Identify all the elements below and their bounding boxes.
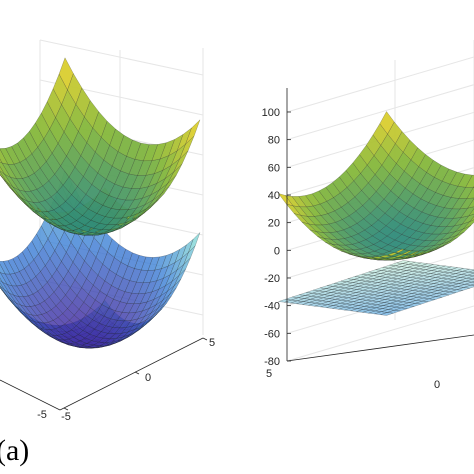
right-z-tick-label: 60 (268, 162, 280, 174)
left-x-tick-label: 0 (145, 372, 151, 384)
right-upper-quad (467, 198, 474, 209)
right-upper-quad (466, 187, 474, 199)
right-axes (286, 88, 474, 362)
left-tick-mark (202, 337, 208, 341)
right-tick-labels: 100 80 60 40 20 0 -20 -40 -60 -805 0 (262, 107, 440, 391)
right-z-tick-label: 100 (262, 107, 280, 119)
right-upper-quad (469, 216, 474, 222)
right-grid-line (286, 56, 474, 113)
left-lower-surface (0, 170, 201, 349)
right-z-tick-label: -40 (264, 301, 280, 313)
right-z-tick-label: 20 (268, 218, 280, 230)
left-tick-mark (134, 371, 140, 375)
right-z-tick-label: 40 (268, 190, 280, 202)
left-lower-quad (188, 232, 201, 253)
right-upper-quad (468, 208, 474, 217)
right-z-tick-label: -20 (264, 273, 280, 285)
left-axes (0, 337, 208, 411)
right-z-tick-label: -60 (264, 328, 280, 340)
right-upper-surface (278, 111, 474, 261)
left-y-tick-label: -5 (37, 409, 47, 421)
left-x-tick-label: 5 (209, 337, 215, 349)
panel-label: (a) (0, 434, 30, 467)
left-y-axis (0, 379, 61, 411)
left-grid-line (39, 39, 204, 76)
right-z-tick-label: 0 (274, 245, 280, 257)
right-surface-plot: 100 80 60 40 20 0 -20 -40 -60 -805 0 (262, 40, 474, 391)
left-x-axis (59, 337, 204, 411)
right-grid-line (286, 305, 474, 362)
left-surface-plot: -5 0 5 -5 (0, 39, 215, 423)
right-lower-quad (468, 270, 474, 273)
left-tick-labels: -5 0 5 -5 (37, 337, 215, 423)
right-x-tick-label: 0 (434, 379, 440, 391)
right-lower-quad (470, 283, 474, 286)
right-z-tick-label: 80 (268, 135, 280, 147)
left-x-tick-label: -5 (61, 411, 71, 423)
right-x-axis (286, 334, 474, 362)
right-lower-surface (278, 260, 474, 316)
right-upper-quad (463, 219, 474, 230)
right-lower-quad (467, 272, 474, 277)
right-grid-line (286, 84, 474, 141)
left-tick-mark (63, 407, 69, 411)
left-upper-quad (185, 119, 201, 145)
left-upper-surface (0, 57, 201, 236)
right-z-tick-label: -80 (264, 356, 280, 368)
right-x-tick-label: 5 (266, 368, 272, 380)
